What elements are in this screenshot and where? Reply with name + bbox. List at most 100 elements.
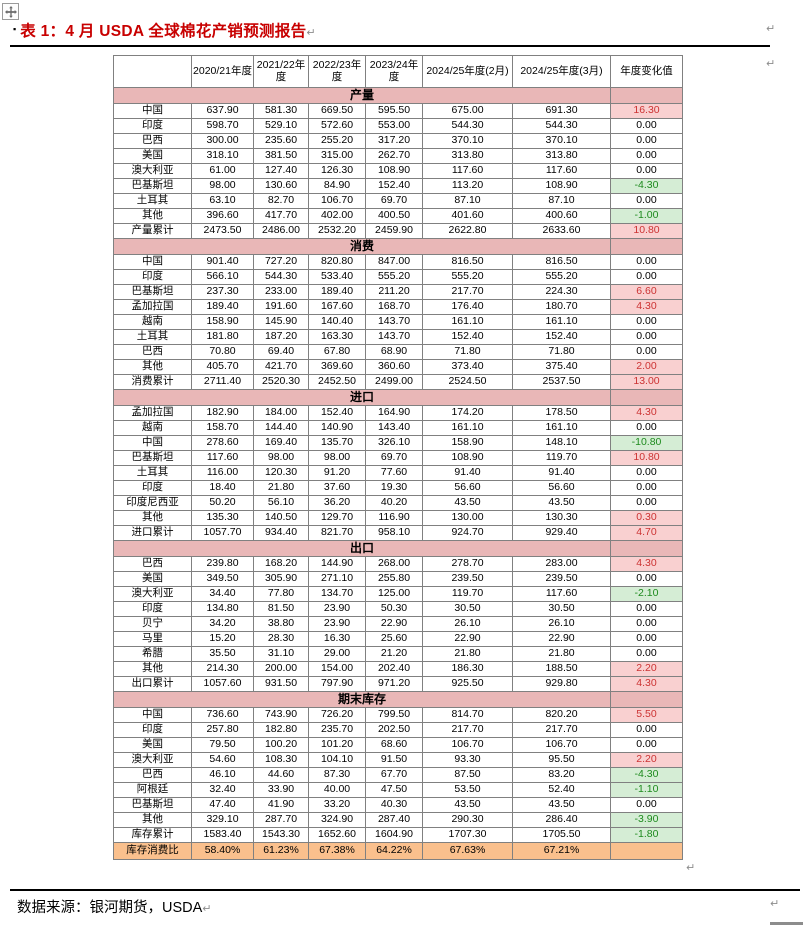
table-row: 印度 598.70 529.10 572.60 553.00 544.30 544.30 0.… — [113, 118, 683, 134]
value-cell: 56.60 — [422, 480, 513, 496]
change-cell: -1.00 — [610, 208, 683, 224]
section-title: 产量 — [113, 87, 611, 104]
value-cell: 405.70 — [191, 359, 254, 375]
row-label: 其他 — [113, 510, 192, 526]
value-cell: 63.10 — [191, 193, 254, 209]
value-cell: 239.80 — [191, 556, 254, 572]
value-cell: 239.50 — [512, 571, 611, 587]
value-cell: 224.30 — [512, 284, 611, 300]
value-cell: 816.50 — [512, 254, 611, 270]
value-cell: 1652.60 — [308, 827, 366, 843]
value-cell: 47.50 — [365, 782, 423, 798]
row-label: 巴西 — [113, 767, 192, 783]
value-cell: 44.60 — [253, 767, 309, 783]
change-cell: 4.30 — [610, 405, 683, 421]
value-cell: 217.70 — [422, 284, 513, 300]
table-row: 澳大利亚 61.00 127.40 126.30 108.90 117.60 117.60 0… — [113, 163, 683, 179]
value-cell: 2473.50 — [191, 223, 254, 239]
row-label: 印度 — [113, 722, 192, 738]
row-label: 土耳其 — [113, 193, 192, 209]
table-row: 孟加拉国 182.90 184.00 152.40 164.90 174.20 178.50… — [113, 405, 683, 421]
value-cell: 161.10 — [512, 314, 611, 330]
value-cell: 934.40 — [253, 525, 309, 541]
value-cell: 33.20 — [308, 797, 366, 813]
table-row: 孟加拉国 189.40 191.60 167.60 168.70 176.40 180.70… — [113, 299, 683, 315]
value-cell: 91.40 — [422, 465, 513, 481]
value-cell: 421.70 — [253, 359, 309, 375]
value-cell: 130.30 — [512, 510, 611, 526]
value-cell: 52.40 — [512, 782, 611, 798]
row-label: 贝宁 — [113, 616, 192, 632]
value-cell: 925.50 — [422, 676, 513, 692]
value-cell: 106.70 — [308, 193, 366, 209]
section-title: 期末库存 — [113, 691, 611, 708]
value-cell: 529.10 — [253, 118, 309, 134]
value-cell: 814.70 — [422, 707, 513, 723]
value-cell: 152.40 — [512, 329, 611, 345]
value-cell: 116.00 — [191, 465, 254, 481]
value-cell: 106.70 — [422, 737, 513, 753]
table-row: 中国 637.90 581.30 669.50 595.50 675.00 691.30 16… — [113, 103, 683, 119]
value-cell: 202.40 — [365, 661, 423, 677]
table-row: 巴基斯坦 117.60 98.00 98.00 69.70 108.90 119.70 10.… — [113, 450, 683, 466]
change-cell: -3.90 — [610, 812, 683, 828]
value-cell: 22.90 — [512, 631, 611, 647]
change-cell: 13.00 — [610, 374, 683, 390]
value-cell: 38.80 — [253, 616, 309, 632]
table-row: 巴西 300.00 235.60 255.20 317.20 370.10 370.10 0.… — [113, 133, 683, 149]
change-cell: 0.00 — [610, 133, 683, 149]
table-row: 阿根廷 32.40 33.90 40.00 47.50 53.50 52.40 -1.10 — [113, 782, 683, 798]
change-cell: 4.30 — [610, 556, 683, 572]
value-cell: 32.40 — [191, 782, 254, 798]
value-cell: 315.00 — [308, 148, 366, 164]
column-header-7: 年度变化值 — [610, 55, 683, 88]
value-cell: 2499.00 — [365, 374, 423, 390]
value-cell: 544.30 — [422, 118, 513, 134]
value-cell: 553.00 — [365, 118, 423, 134]
table-move-handle[interactable] — [2, 3, 19, 20]
value-cell: 189.40 — [191, 299, 254, 315]
value-cell: 178.50 — [512, 405, 611, 421]
value-cell: 174.20 — [422, 405, 513, 421]
section-header-row: 消费 — [113, 238, 683, 255]
value-cell: 305.90 — [253, 571, 309, 587]
value-cell: 41.90 — [253, 797, 309, 813]
value-cell: 1057.70 — [191, 525, 254, 541]
paragraph-mark: ↵ — [766, 58, 776, 70]
row-label: 印度 — [113, 118, 192, 134]
value-cell: 555.20 — [512, 269, 611, 285]
table-row: 美国 79.50 100.20 101.20 68.60 106.70 106.70 0.00 — [113, 737, 683, 753]
value-cell: 69.70 — [365, 450, 423, 466]
value-cell: 184.00 — [253, 405, 309, 421]
value-cell: 313.80 — [422, 148, 513, 164]
table-row: 美国 349.50 305.90 271.10 255.80 239.50 239.50 0.… — [113, 571, 683, 587]
change-cell: 5.50 — [610, 707, 683, 723]
value-cell: 191.60 — [253, 299, 309, 315]
change-cell: 4.30 — [610, 676, 683, 692]
value-cell: 200.00 — [253, 661, 309, 677]
table-row: 澳大利亚 54.60 108.30 104.10 91.50 93.30 95.50 2.20 — [113, 752, 683, 768]
change-cell: 0.00 — [610, 616, 683, 632]
table-row: 越南 158.90 145.90 140.40 143.70 161.10 161.10 0.… — [113, 314, 683, 330]
section-header-row: 出口 — [113, 540, 683, 557]
value-cell: 287.70 — [253, 812, 309, 828]
value-cell: 202.50 — [365, 722, 423, 738]
value-cell: 144.90 — [308, 556, 366, 572]
paragraph-mark: ↵ — [766, 23, 776, 35]
value-cell: 143.70 — [365, 314, 423, 330]
section-title: 进口 — [113, 389, 611, 406]
row-label: 越南 — [113, 314, 192, 330]
value-cell: 43.50 — [512, 797, 611, 813]
value-cell: 98.00 — [253, 450, 309, 466]
row-label: 印度 — [113, 601, 192, 617]
value-cell: 283.00 — [512, 556, 611, 572]
value-cell: 16.30 — [308, 631, 366, 647]
value-cell: 2524.50 — [422, 374, 513, 390]
column-header-2: 2021/22年度 — [253, 55, 309, 88]
value-cell: 129.70 — [308, 510, 366, 526]
value-cell: 135.30 — [191, 510, 254, 526]
value-cell: 71.80 — [422, 344, 513, 360]
row-label: 阿根廷 — [113, 782, 192, 798]
value-cell: 161.10 — [422, 314, 513, 330]
row-label: 巴基斯坦 — [113, 178, 192, 194]
